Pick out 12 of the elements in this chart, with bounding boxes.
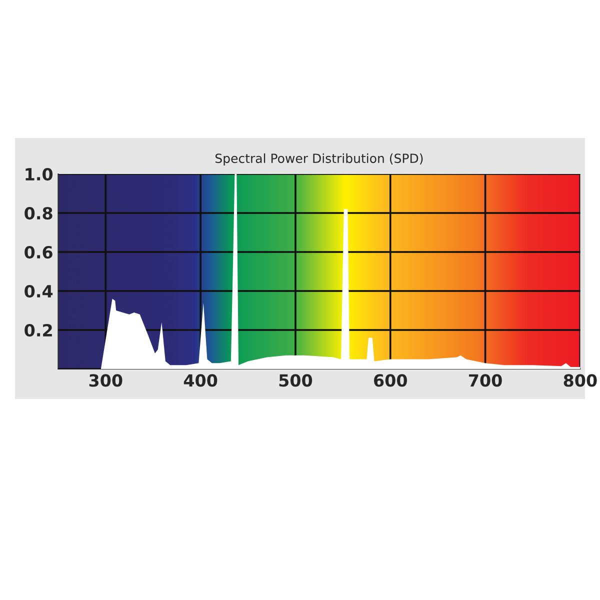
y-tick-label: 0.2: [24, 324, 52, 337]
x-tick-label: 800: [564, 374, 597, 387]
y-tick-label: 0.8: [24, 206, 52, 220]
y-tick-label: 0.4: [24, 284, 53, 298]
x-tick-label: 400: [184, 374, 218, 387]
y-tick-label: 1.0: [26, 168, 53, 181]
x-tick-label: 600: [374, 374, 407, 387]
x-tick-label: 300: [89, 374, 122, 387]
x-tick-label: 700: [469, 374, 502, 387]
y-tick-label: 0.6: [24, 246, 52, 259]
x-tick-label: 500: [279, 374, 312, 387]
chart-title: Spectral Power Distribution (SPD): [215, 153, 423, 166]
